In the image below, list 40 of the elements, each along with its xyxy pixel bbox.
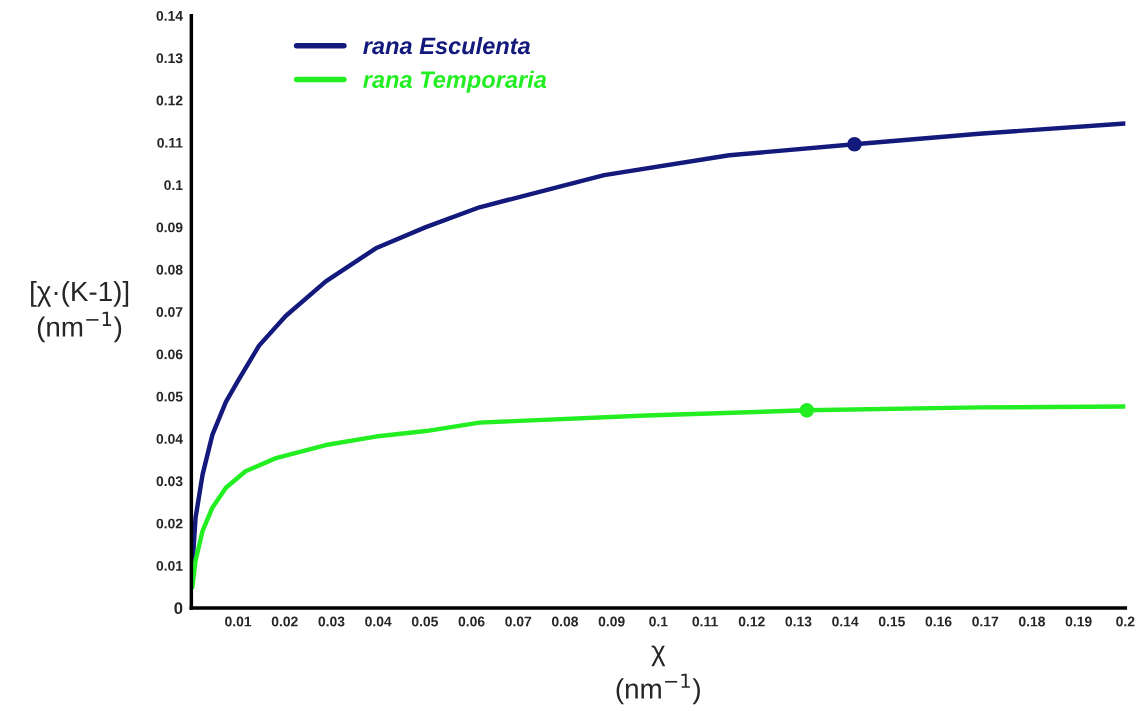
y-tick-label: 0.03 <box>156 476 183 487</box>
x-tick-label: 0.07 <box>505 616 532 627</box>
y-axis-title: [χ·(K-1)] (nm$^{−1}$) <box>31 280 129 343</box>
y-tick-label: 0.05 <box>156 391 183 402</box>
y-tick-label: 0.12 <box>156 95 183 106</box>
y-tick-label: 0.06 <box>156 349 183 360</box>
x-tick-label: 0.01 <box>225 616 252 627</box>
y-tick-label: 0.1 <box>164 180 183 191</box>
x-tick-label: 0.06 <box>458 616 485 627</box>
x-tick-label: 0.16 <box>925 616 952 627</box>
x-tick-label: 0.18 <box>1018 616 1046 627</box>
x-tick-label: 0.04 <box>365 616 392 627</box>
x-tick-label: 0.14 <box>832 616 859 627</box>
line-series <box>191 404 1126 590</box>
y-tick-label: 0.04 <box>156 434 183 444</box>
x-tick-label: 0.17 <box>972 616 999 627</box>
y-tick-label: 0.07 <box>156 307 183 317</box>
x-tick-label: 0.12 <box>738 616 765 627</box>
x-tick-label: 0.03 <box>318 616 345 627</box>
y-tick-label: 0.08 <box>156 264 183 275</box>
legend-label: rana Esculenta <box>363 36 531 55</box>
y-tick-label: 0.11 <box>157 137 183 148</box>
y-tick-label: 0 <box>174 602 183 615</box>
x-tick-label: 0.19 <box>1065 616 1092 627</box>
x-tick-label: 0.11 <box>692 616 718 627</box>
x-tick-label: 0.09 <box>598 616 625 627</box>
x-tick-label: 0.05 <box>411 616 438 627</box>
x-tick-label: 0.13 <box>785 616 812 627</box>
y-tick-label: 0.02 <box>156 518 183 529</box>
x-tick-label: 0.1 <box>649 616 668 627</box>
y-tick-label: 0.01 <box>156 560 183 571</box>
x-tick-label: 0.08 <box>551 616 579 627</box>
x-tick-label: 0.02 <box>271 616 298 627</box>
x-axis-title: χ (nm$^{−1}$) <box>616 645 700 705</box>
y-tick-label: 0.13 <box>156 53 183 64</box>
y-tick-label: 0.14 <box>156 10 183 21</box>
legend-label: rana Temporaria <box>363 70 547 93</box>
x-tick-label: 0.2 <box>1116 616 1135 627</box>
y-tick-label: 0.09 <box>156 222 183 233</box>
x-tick-label: 0.15 <box>878 616 905 627</box>
